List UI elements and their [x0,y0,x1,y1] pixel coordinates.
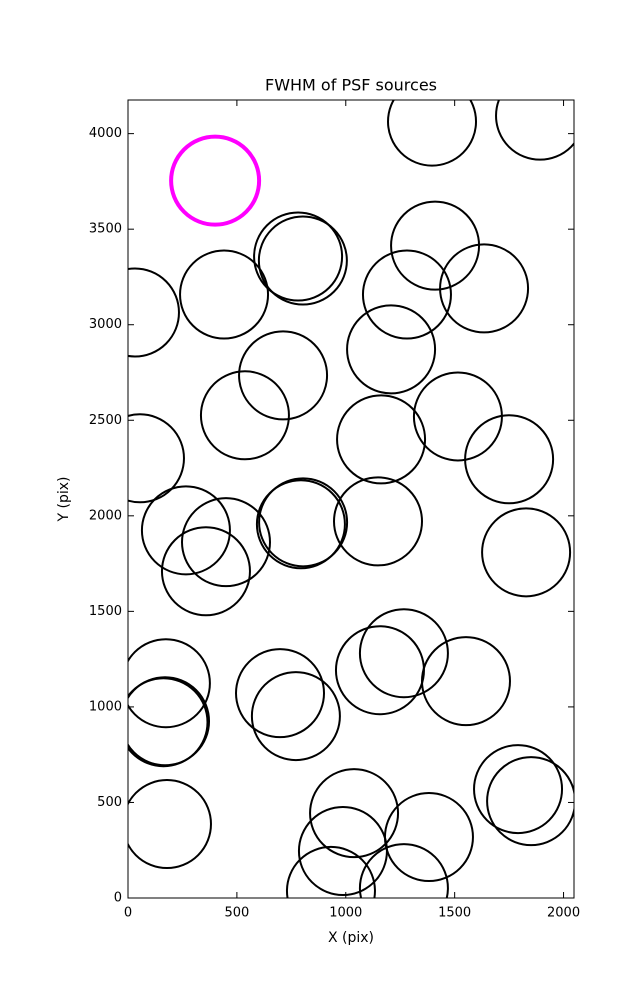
y-tick-label: 1000 [89,699,122,714]
source-circle [387,100,477,167]
x-tick-label: 0 [124,906,132,921]
source-circle [333,476,424,567]
source-circle [358,843,449,898]
y-tick-label: 500 [97,795,122,810]
source-circle [180,497,271,588]
source-circle [334,625,425,716]
y-tick-label: 2500 [89,413,122,428]
source-circle [128,779,212,870]
source-circle [486,756,574,847]
chart-title: FWHM of PSF sources [265,76,437,95]
y-tick-label: 0 [114,891,122,906]
source-circle [140,485,231,576]
plot-frame [127,99,575,899]
source-circle [235,648,326,739]
x-tick-label: 500 [224,906,249,921]
source-circle [128,413,185,504]
source-circle [179,249,270,340]
x-axis-label: X (pix) [328,930,374,946]
source-circle [250,671,341,762]
source-circle [258,477,349,568]
source-circle [473,744,564,835]
y-tick-label: 1500 [89,604,122,619]
source-circle [128,267,180,358]
y-tick-label: 2000 [89,508,122,523]
source-circle [412,371,503,462]
source-circle [346,304,437,395]
source-circle [199,370,290,461]
source-circle [495,100,574,161]
source-circle [238,330,329,421]
source-circle [309,768,400,859]
source-circle [257,215,348,306]
source-circle [481,507,572,598]
y-tick-label: 3500 [89,222,122,237]
x-tick-label: 1500 [438,906,471,921]
y-tick-label: 3000 [89,317,122,332]
source-circle [128,677,209,768]
y-axis-label: Y (pix) [56,477,72,523]
source-circle [128,638,211,729]
source-circle [361,249,452,340]
plot-area [128,100,574,898]
source-circle [255,479,346,570]
source-circle [464,414,555,505]
source-circle [358,608,449,699]
source-circle [297,805,388,896]
source-circle [390,200,481,291]
source-circle [383,792,474,883]
source-circle [169,134,262,227]
source-circle [160,526,251,617]
source-circle [285,845,376,898]
y-tick-label: 4000 [89,126,122,141]
x-tick-label: 2000 [547,906,580,921]
source-circle [439,243,530,334]
source-circle [253,211,344,302]
x-tick-label: 1000 [329,906,362,921]
source-circle [336,394,427,485]
source-circle [420,636,511,727]
